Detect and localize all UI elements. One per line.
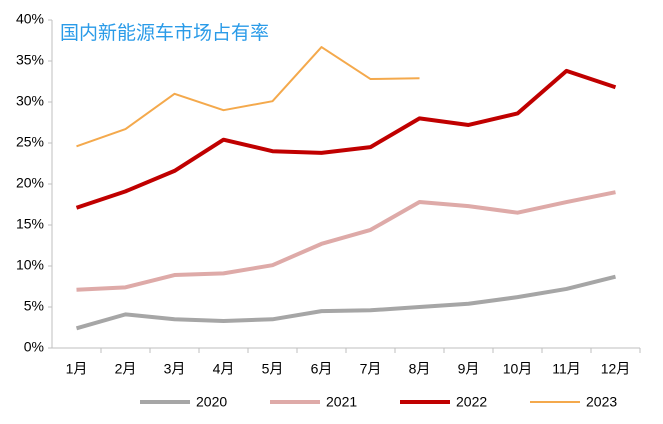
x-tick-label: 10月 — [503, 361, 533, 377]
legend-label: 2021 — [326, 394, 357, 410]
x-tick-label: 11月 — [552, 361, 581, 377]
x-tick-label: 1月 — [66, 361, 88, 377]
series-line — [76, 46, 420, 148]
chart-title: 国内新能源车市场占有率 — [60, 22, 269, 44]
y-tick-label: 15% — [16, 216, 44, 232]
series-line — [75, 274, 616, 331]
legend-label: 2022 — [456, 394, 487, 410]
y-tick-label: 35% — [16, 52, 44, 68]
x-tick-label: 3月 — [164, 361, 186, 377]
y-tick-label: 0% — [24, 339, 44, 355]
series-line — [76, 190, 616, 292]
series-line — [75, 68, 617, 210]
y-tick-label: 30% — [16, 93, 44, 109]
x-tick-label: 4月 — [213, 361, 235, 377]
legend-label: 2020 — [196, 394, 227, 410]
x-tick-label: 6月 — [311, 361, 333, 377]
x-tick-label: 5月 — [262, 361, 284, 377]
y-tick-label: 5% — [24, 298, 44, 314]
x-tick-label: 2月 — [115, 361, 137, 377]
x-tick-label: 8月 — [409, 361, 431, 377]
x-tick-label: 12月 — [601, 361, 631, 377]
y-tick-label: 20% — [16, 175, 44, 191]
x-tick-label: 7月 — [360, 361, 382, 377]
y-tick-label: 10% — [16, 257, 44, 273]
legend-label: 2023 — [586, 394, 617, 410]
y-tick-label: 40% — [16, 11, 44, 27]
x-tick-label: 9月 — [458, 361, 480, 377]
y-tick-label: 25% — [16, 134, 44, 150]
